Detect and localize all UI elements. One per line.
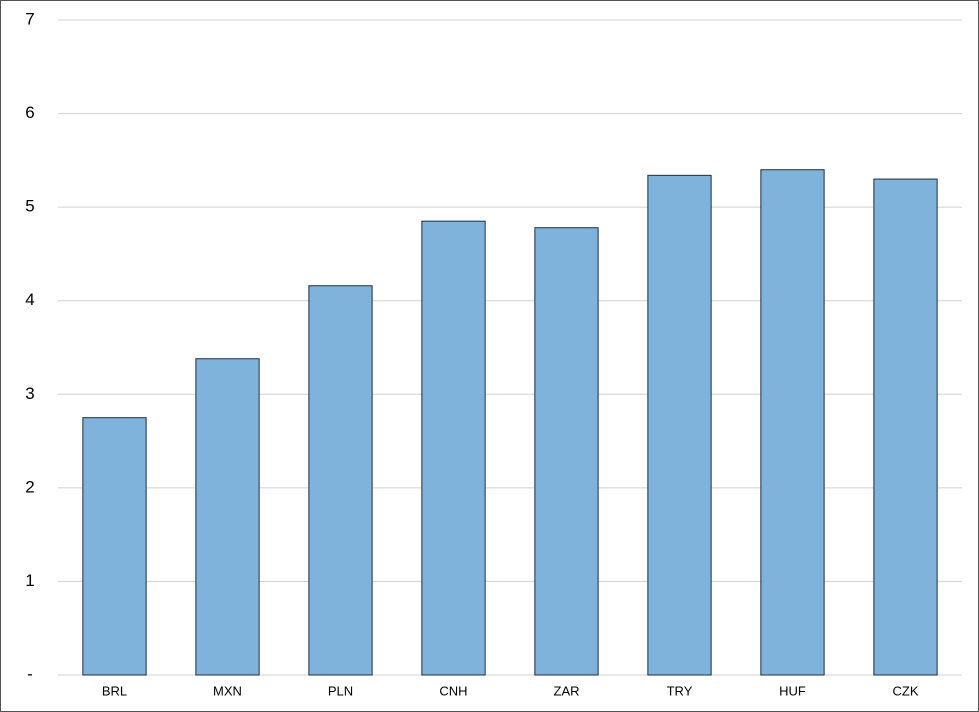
y-tick-label: 3 [25, 384, 34, 403]
x-tick-label: HUF [779, 683, 806, 698]
y-tick-label: - [27, 664, 33, 683]
bar [308, 285, 373, 676]
bar [82, 417, 147, 676]
y-tick-label: 1 [25, 571, 34, 590]
x-tick-label: TRY [667, 683, 693, 698]
x-tick-label: BRL [102, 683, 127, 698]
bar [873, 178, 938, 676]
bar [195, 358, 260, 676]
y-tick-label: 7 [25, 9, 34, 28]
y-tick-label: 2 [25, 477, 34, 496]
y-tick-label: 4 [25, 290, 34, 309]
x-tick-label: MXN [213, 683, 242, 698]
y-tick-label: 5 [25, 197, 34, 216]
x-tick-label: CZK [893, 683, 919, 698]
x-tick-label: CNH [439, 683, 467, 698]
bar [534, 227, 599, 676]
bar [760, 169, 825, 676]
bar [647, 174, 712, 676]
x-tick-label: PLN [328, 683, 353, 698]
y-tick-label: 6 [25, 103, 34, 122]
x-tick-label: ZAR [554, 683, 580, 698]
bar [421, 220, 486, 676]
